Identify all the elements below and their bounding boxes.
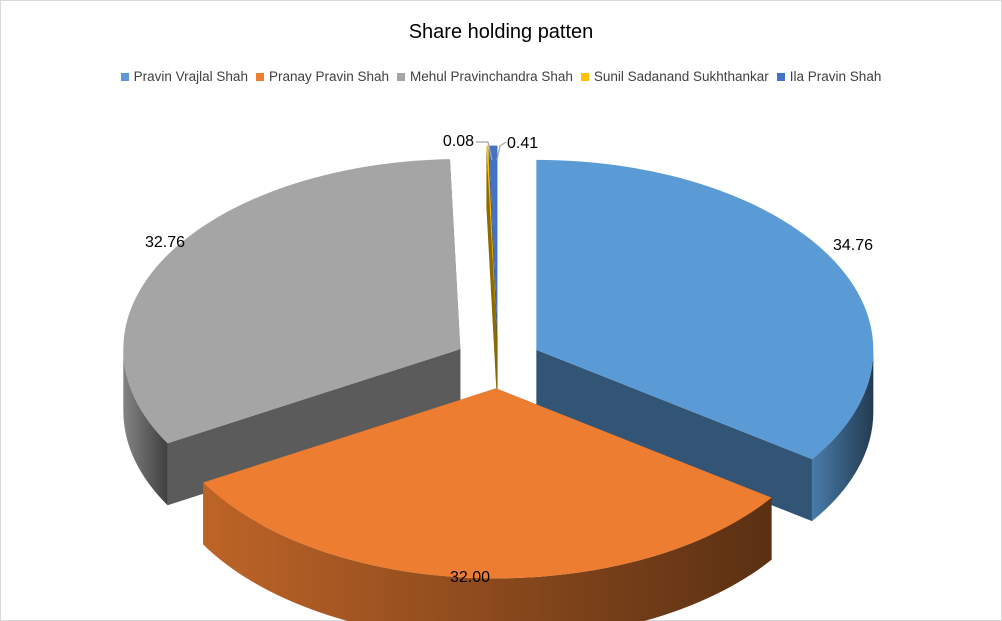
pie-slice-wall [536,349,812,522]
data-label: 32.76 [145,234,185,251]
legend: Pravin Vrajlal Shah Pranay Pravin Shah M… [1,69,1001,84]
pie-slice-rim [123,349,168,506]
legend-item-mehul-pravinchandra-shah: Mehul Pravinchandra Shah [397,69,573,84]
legend-swatch [397,72,406,81]
pie-slice-rim [203,482,772,621]
pie-slice-side [536,349,874,522]
legend-label: Ila Pravin Shah [789,69,882,84]
pie-slice-rim [811,349,874,522]
pie-slice-mehul-pravinchandra-shah [123,159,461,444]
pie-slice-pravin-vrajlal-shah [536,159,874,460]
legend-swatch [776,72,785,81]
pie-slice-wall [167,349,461,506]
legend-swatch [580,72,589,81]
legend-item-pranay-pravin-shah: Pranay Pravin Shah [255,69,390,84]
legend-label: Pravin Vrajlal Shah [133,69,248,84]
legend-label: Sunil Sadanand Sukhthankar [593,69,769,84]
data-label: 34.76 [833,237,873,254]
legend-swatch [255,72,264,81]
chart-title: Share holding patten [408,21,594,43]
pie-slice-pranay-pravin-shah [203,388,772,579]
legend-item-pravin-vrajlal-shah: Pravin Vrajlal Shah [120,69,248,84]
data-label: 0.41 [507,135,538,152]
legend-item-sunil-sadanand-sukhthankar: Sunil Sadanand Sukhthankar [580,69,769,84]
data-label: 32.00 [450,569,490,586]
data-label: 0.08 [443,133,474,150]
pie-slice-sunil-sadanand-sukhthankar [486,145,497,336]
legend-item-ila-pravin-shah: Ila Pravin Shah [776,69,882,84]
legend-swatch [120,72,129,81]
pie-slice-ila-pravin-shah [488,145,498,336]
leader-line [496,141,507,161]
legend-label: Pranay Pravin Shah [268,69,390,84]
legend-label: Mehul Pravinchandra Shah [410,69,573,84]
leader-line [476,141,493,161]
